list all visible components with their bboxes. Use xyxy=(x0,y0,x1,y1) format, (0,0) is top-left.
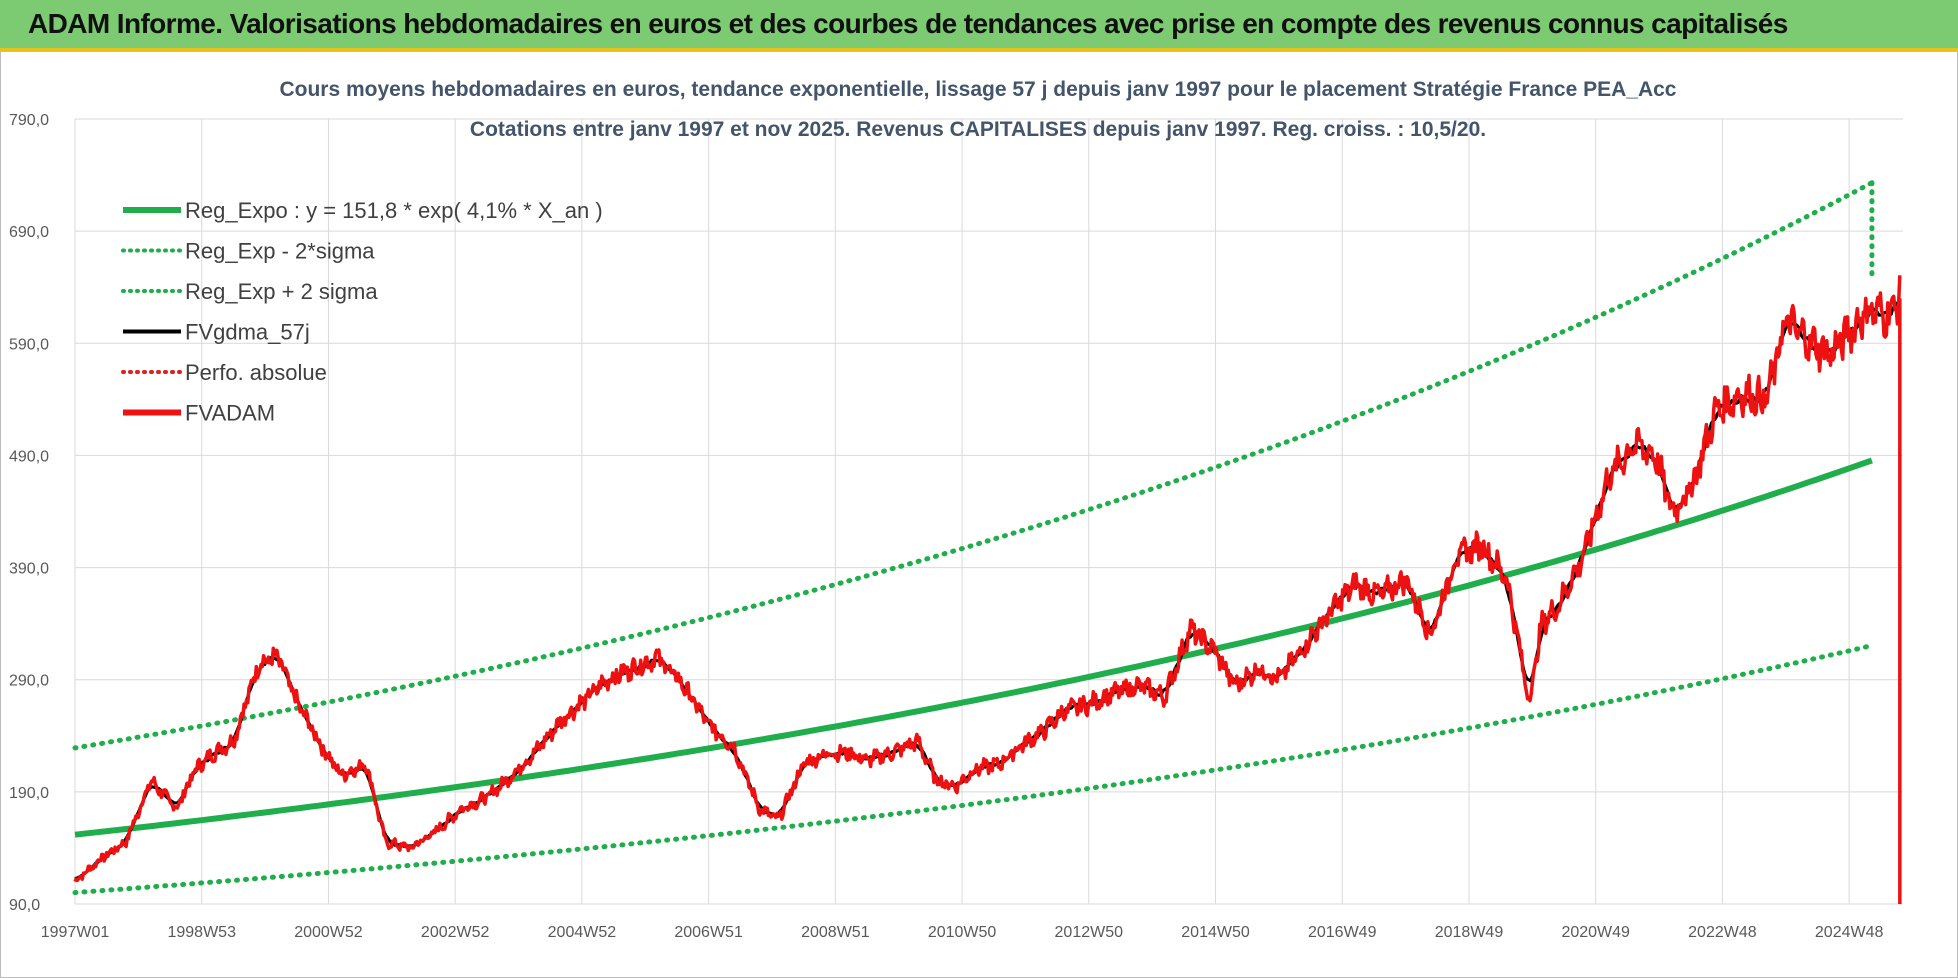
x-tick-label: 2012W50 xyxy=(1055,924,1124,941)
x-tick-label: 1997W01 xyxy=(41,924,110,941)
y-tick-label: 290,0 xyxy=(9,673,49,690)
series-layer xyxy=(72,180,1902,904)
legend: Reg_Expo : y = 151,8 * exp( 4,1% * X_an … xyxy=(121,198,603,426)
y-tick-label: 390,0 xyxy=(9,561,49,578)
x-tick-label: 2024W48 xyxy=(1815,924,1884,941)
line-chart: Cours moyens hebdomadaires en euros, ten… xyxy=(9,78,1903,941)
chart-frame: Cours moyens hebdomadaires en euros, ten… xyxy=(0,51,1958,978)
y-axis-ticks: 790,0 690,0 590,0 490,0 390,0 290,0 190,0 90,0 xyxy=(9,112,49,914)
x-tick-label: 2008W51 xyxy=(801,924,870,941)
legend-label: Reg_Exp - 2*sigma xyxy=(185,239,375,264)
y-tick-label: 490,0 xyxy=(9,448,49,465)
y-tick-label: 190,0 xyxy=(9,785,49,802)
x-tick-label: 2006W51 xyxy=(674,924,743,941)
series-fvadam xyxy=(73,275,1902,883)
chart-title-block: Cours moyens hebdomadaires en euros, ten… xyxy=(279,78,1676,141)
x-tick-label: 2010W50 xyxy=(928,924,997,941)
chart-subtitle: Cotations entre janv 1997 et nov 2025. R… xyxy=(470,118,1486,141)
x-tick-label: 2000W52 xyxy=(294,924,363,941)
legend-label: FVADAM xyxy=(185,401,275,426)
y-tick-label: 690,0 xyxy=(9,224,49,241)
x-tick-label: 2002W52 xyxy=(421,924,490,941)
x-tick-label: 2018W49 xyxy=(1435,924,1504,941)
legend-label: Perfo. absolue xyxy=(185,360,327,385)
y-tick-label: 90,0 xyxy=(9,897,40,914)
x-tick-label: 2016W49 xyxy=(1308,924,1377,941)
series-reg-minus-2sigma xyxy=(72,643,1875,896)
chart-grid xyxy=(74,118,1903,905)
page-header: ADAM Informe. Valorisations hebdomadaire… xyxy=(0,0,1958,51)
x-axis-ticks: 1997W01 1998W53 2000W52 2002W52 2004W52 2006W… xyxy=(41,924,1884,941)
legend-label: FVgdma_57j xyxy=(185,320,310,345)
x-tick-label: 2022W48 xyxy=(1688,924,1757,941)
x-tick-label: 2004W52 xyxy=(548,924,617,941)
x-tick-label: 2014W50 xyxy=(1181,924,1250,941)
series-reg-plus-2sigma xyxy=(72,180,1875,751)
y-tick-label: 590,0 xyxy=(9,336,49,353)
page-title: ADAM Informe. Valorisations hebdomadaire… xyxy=(28,8,1788,39)
y-tick-label: 790,0 xyxy=(9,112,49,129)
legend-label: Reg_Expo : y = 151,8 * exp( 4,1% * X_an … xyxy=(185,198,603,223)
x-tick-label: 2020W49 xyxy=(1561,924,1630,941)
x-tick-label: 1998W53 xyxy=(167,924,236,941)
chart-title: Cours moyens hebdomadaires en euros, ten… xyxy=(279,78,1676,101)
legend-label: Reg_Exp + 2 sigma xyxy=(185,279,378,304)
series-fvgdma-57j xyxy=(74,300,1900,881)
